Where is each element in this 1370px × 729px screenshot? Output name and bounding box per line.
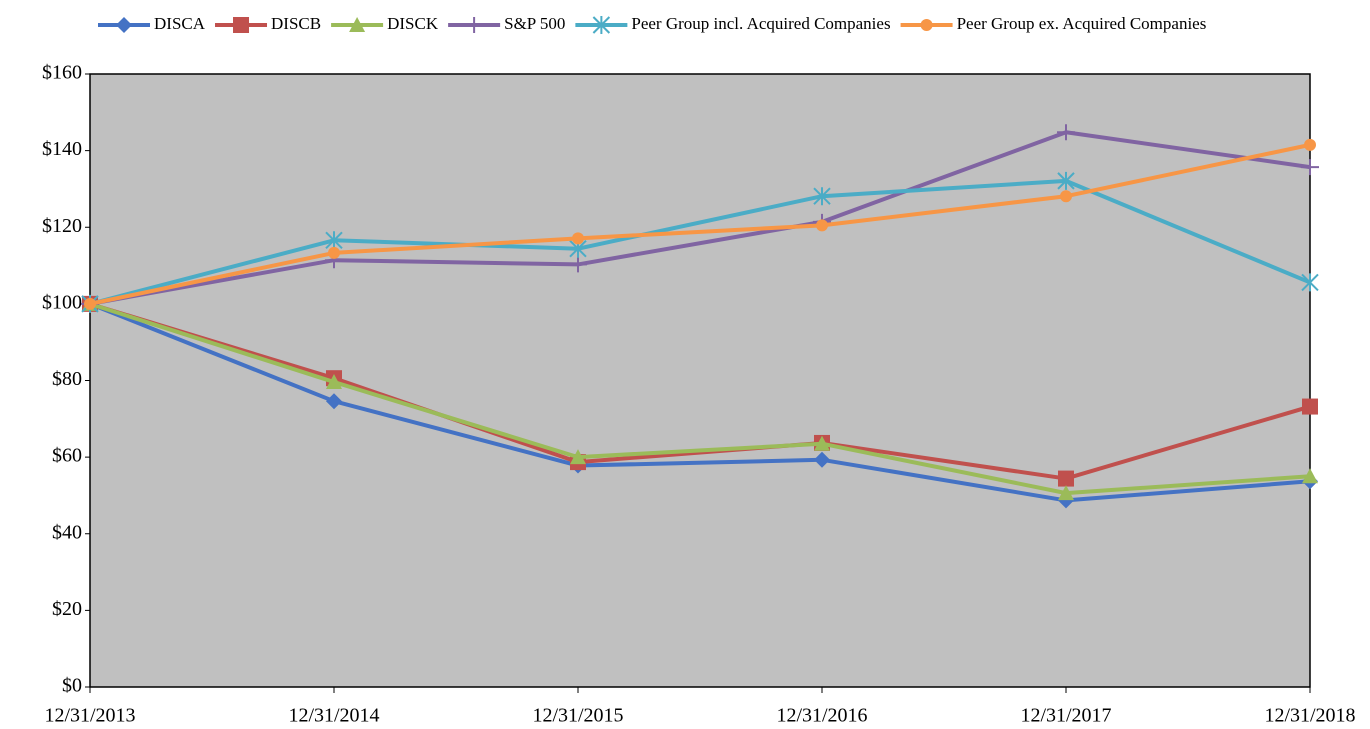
- y-tick-label: $0: [62, 675, 82, 697]
- x-tick-label: 12/31/2014: [288, 705, 379, 727]
- marker: [116, 17, 132, 33]
- marker: [1057, 171, 1075, 190]
- marker: [1058, 470, 1074, 487]
- x-tick-label: 12/31/2015: [532, 705, 623, 727]
- legend-label: DISCK: [387, 14, 439, 33]
- marker: [1301, 159, 1319, 176]
- marker: [570, 449, 586, 465]
- line-series: [89, 142, 1311, 306]
- marker: [572, 232, 584, 245]
- y-tick-label: $100: [42, 291, 82, 313]
- marker: [84, 297, 96, 310]
- y-tick-label: $140: [42, 138, 82, 160]
- marker: [326, 374, 342, 390]
- marker: [328, 246, 340, 259]
- marker: [1058, 485, 1074, 501]
- marker: [465, 17, 484, 33]
- legend-label: DISCA: [154, 14, 206, 33]
- y-tick-label: $120: [42, 215, 82, 237]
- y-tick-label: $160: [42, 62, 82, 84]
- marker: [1302, 468, 1318, 484]
- x-tick-label: 12/31/2013: [44, 705, 135, 727]
- legend-label: Peer Group incl. Acquired Companies: [631, 14, 890, 33]
- marker: [813, 187, 831, 206]
- y-tick-label: $80: [52, 368, 82, 390]
- marker: [1301, 273, 1319, 292]
- marker: [233, 17, 250, 33]
- line-series: [89, 178, 1311, 306]
- marker: [569, 256, 587, 273]
- line-series: [89, 301, 1311, 481]
- y-tick-label: $40: [52, 521, 82, 543]
- marker: [814, 451, 830, 468]
- marker: [326, 393, 342, 410]
- plot-area: [89, 73, 1311, 688]
- marker: [1060, 190, 1072, 203]
- marker: [816, 219, 828, 232]
- marker: [920, 19, 933, 31]
- marker: [592, 16, 611, 34]
- marker: [1302, 398, 1318, 415]
- line-series: [89, 302, 1311, 503]
- legend-label: DISCB: [271, 14, 321, 33]
- y-tick-label: $20: [52, 598, 82, 620]
- marker: [1304, 138, 1316, 151]
- x-tick-label: 12/31/2017: [1020, 705, 1111, 727]
- x-tick-label: 12/31/2016: [776, 705, 867, 727]
- y-tick-label: $60: [52, 445, 82, 467]
- marker: [1057, 124, 1075, 141]
- marker: [349, 17, 366, 32]
- line-series: [89, 301, 1311, 496]
- marker: [814, 435, 830, 451]
- marker: [325, 231, 343, 250]
- legend-label: S&P 500: [504, 14, 565, 33]
- line-series: [89, 130, 1311, 306]
- x-tick-label: 12/31/2018: [1264, 705, 1355, 727]
- legend-label: Peer Group ex. Acquired Companies: [957, 14, 1207, 33]
